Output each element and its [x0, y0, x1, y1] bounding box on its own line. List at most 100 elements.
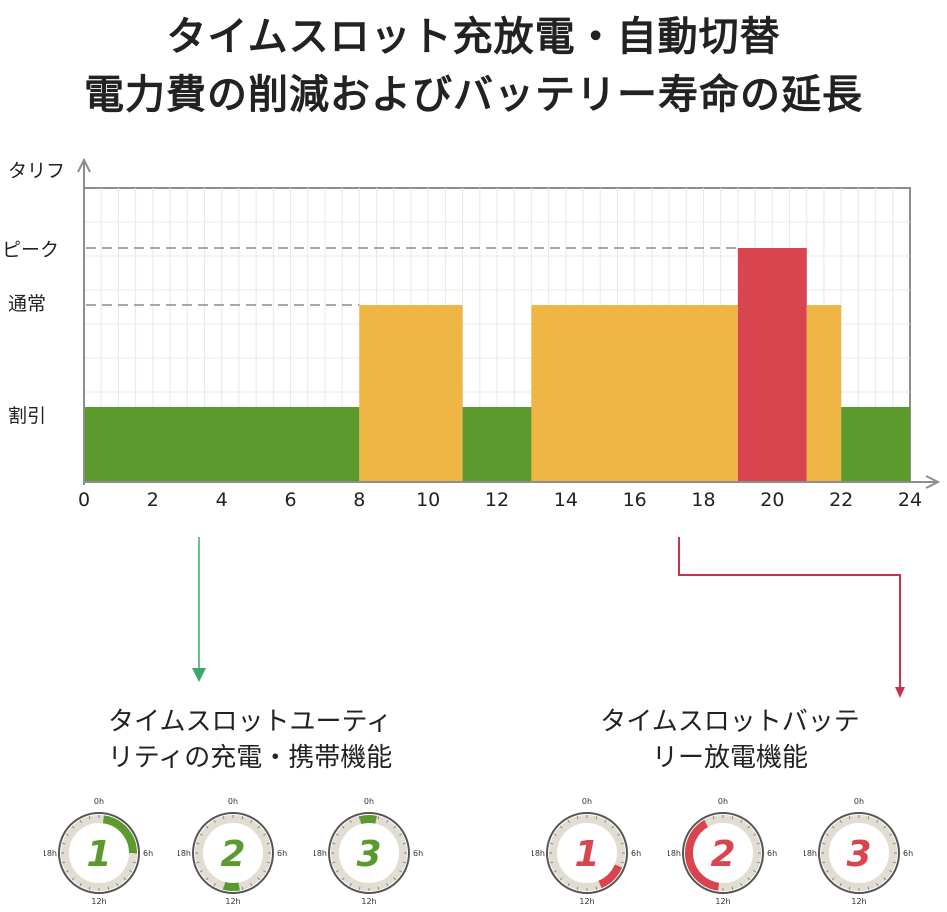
dial-tick — [79, 819, 82, 823]
timeslot-dial: 1 0h 12h 6h 18h — [42, 796, 154, 906]
dial-tick — [263, 870, 267, 873]
dial-tick — [88, 816, 91, 820]
dial-tick — [889, 833, 893, 836]
y-tick-label-discount: 割引 — [8, 405, 46, 427]
dial-tick — [876, 883, 879, 887]
dial-tick — [839, 819, 842, 823]
dial-tick — [595, 816, 598, 820]
dial-tick — [620, 861, 624, 864]
tariff-chart: タリフ ピーク 通常 割引 0 2 4 6 8 10 12 14 16 18 20 22 24 — [2, 157, 941, 511]
dial-tick — [753, 870, 757, 873]
y-tick-label-peak: ピーク — [2, 239, 59, 261]
x-tick-label: 0 — [78, 489, 90, 511]
dial-number: 2 — [220, 834, 245, 875]
dial-tick — [399, 833, 403, 836]
dial-tick — [889, 870, 893, 873]
dial-tick — [335, 833, 339, 836]
timeslot-dial: 3 0h 12h 6h 18h — [312, 796, 424, 906]
dial-label-right: 6h — [143, 849, 153, 858]
dial-tick — [567, 819, 570, 823]
dial-tick — [883, 825, 887, 829]
page-title-line1: タイムスロット充放電・自動切替 — [166, 14, 781, 60]
dial-active-arc — [102, 815, 137, 854]
x-tick-label: 20 — [760, 489, 784, 511]
dial-label-right: 6h — [277, 849, 287, 858]
page-title-line2: 電力費の削減およびバッテリー寿命の延長 — [84, 72, 863, 118]
dial-label-left: 18h — [804, 849, 817, 858]
dial-tick — [620, 842, 624, 845]
dial-tick — [62, 861, 66, 864]
dial-rim — [192, 812, 274, 894]
dial-tick — [550, 861, 554, 864]
dial-tick — [196, 861, 200, 864]
dial-tick — [386, 819, 389, 823]
dial-label-top: 0h — [364, 797, 374, 806]
dial-tick — [349, 819, 352, 823]
x-axis-arrow-icon — [925, 475, 941, 489]
dial-tick — [377, 886, 380, 890]
dial-tick — [883, 877, 887, 881]
dial-tick — [731, 886, 734, 890]
dial-tick — [402, 842, 406, 845]
dial-tick — [848, 816, 851, 820]
x-tick-label: 22 — [829, 489, 853, 511]
dial-tick — [266, 842, 270, 845]
chart-bars — [84, 248, 910, 482]
dial-tick — [822, 842, 826, 845]
dial-label-top: 0h — [854, 797, 864, 806]
dial-label-bottom: 12h — [851, 897, 866, 906]
dial-tick — [825, 870, 829, 873]
dial-rim — [818, 812, 900, 894]
dial-tick — [241, 816, 244, 820]
caption-left-line1: タイムスロットユーティ — [108, 707, 392, 737]
dial-tick — [205, 825, 209, 829]
chart-labels: タリフ ピーク 通常 割引 — [2, 160, 65, 427]
dial-label-left: 18h — [44, 849, 57, 858]
tariff-bar — [531, 305, 738, 482]
dial-tick — [567, 883, 570, 887]
y-axis-arrow-icon — [77, 157, 91, 173]
dial-tick — [831, 825, 835, 829]
dial-label-right: 6h — [631, 849, 641, 858]
dial-tick — [132, 861, 136, 864]
dial-tick — [831, 877, 835, 881]
dial-tick — [62, 842, 66, 845]
dial-tick — [349, 883, 352, 887]
right-connector-line — [678, 537, 901, 687]
dial-tick — [402, 861, 406, 864]
dial-tick — [358, 886, 361, 890]
dial-tick — [747, 825, 751, 829]
dial-tick — [205, 877, 209, 881]
dial-tick — [199, 833, 203, 836]
dial-tick — [756, 861, 760, 864]
dial-tick — [753, 833, 757, 836]
dial-label-bottom: 12h — [715, 897, 730, 906]
dial-tick — [892, 842, 896, 845]
dial-tick — [335, 870, 339, 873]
chart-axes — [77, 157, 941, 489]
dial-track — [549, 815, 625, 891]
dial-number: 2 — [710, 834, 735, 875]
tariff-bar — [84, 407, 360, 482]
dial-tick — [341, 877, 345, 881]
dial-tick — [71, 877, 75, 881]
x-tick-label: 16 — [623, 489, 647, 511]
dial-tick — [332, 842, 336, 845]
utility-charging-caption: タイムスロットユーティ リティの充電・携帯機能 — [30, 704, 470, 776]
dial-tick — [341, 825, 345, 829]
dial-tick — [822, 861, 826, 864]
dial-tick — [213, 883, 216, 887]
dial-tick — [116, 883, 119, 887]
dial-label-left: 18h — [178, 849, 191, 858]
tier-guide-lines — [86, 247, 738, 306]
dial-tick — [747, 877, 751, 881]
dial-tick — [559, 877, 563, 881]
dial-tick — [332, 861, 336, 864]
timeslot-dial: 2 0h 12h 6h 18h — [176, 796, 288, 906]
dial-number: 1 — [574, 834, 599, 875]
dial-tick — [559, 825, 563, 829]
dial-tick — [386, 883, 389, 887]
dial-tick — [740, 819, 743, 823]
dial-tick — [358, 816, 361, 820]
x-tick-label: 6 — [284, 489, 296, 511]
